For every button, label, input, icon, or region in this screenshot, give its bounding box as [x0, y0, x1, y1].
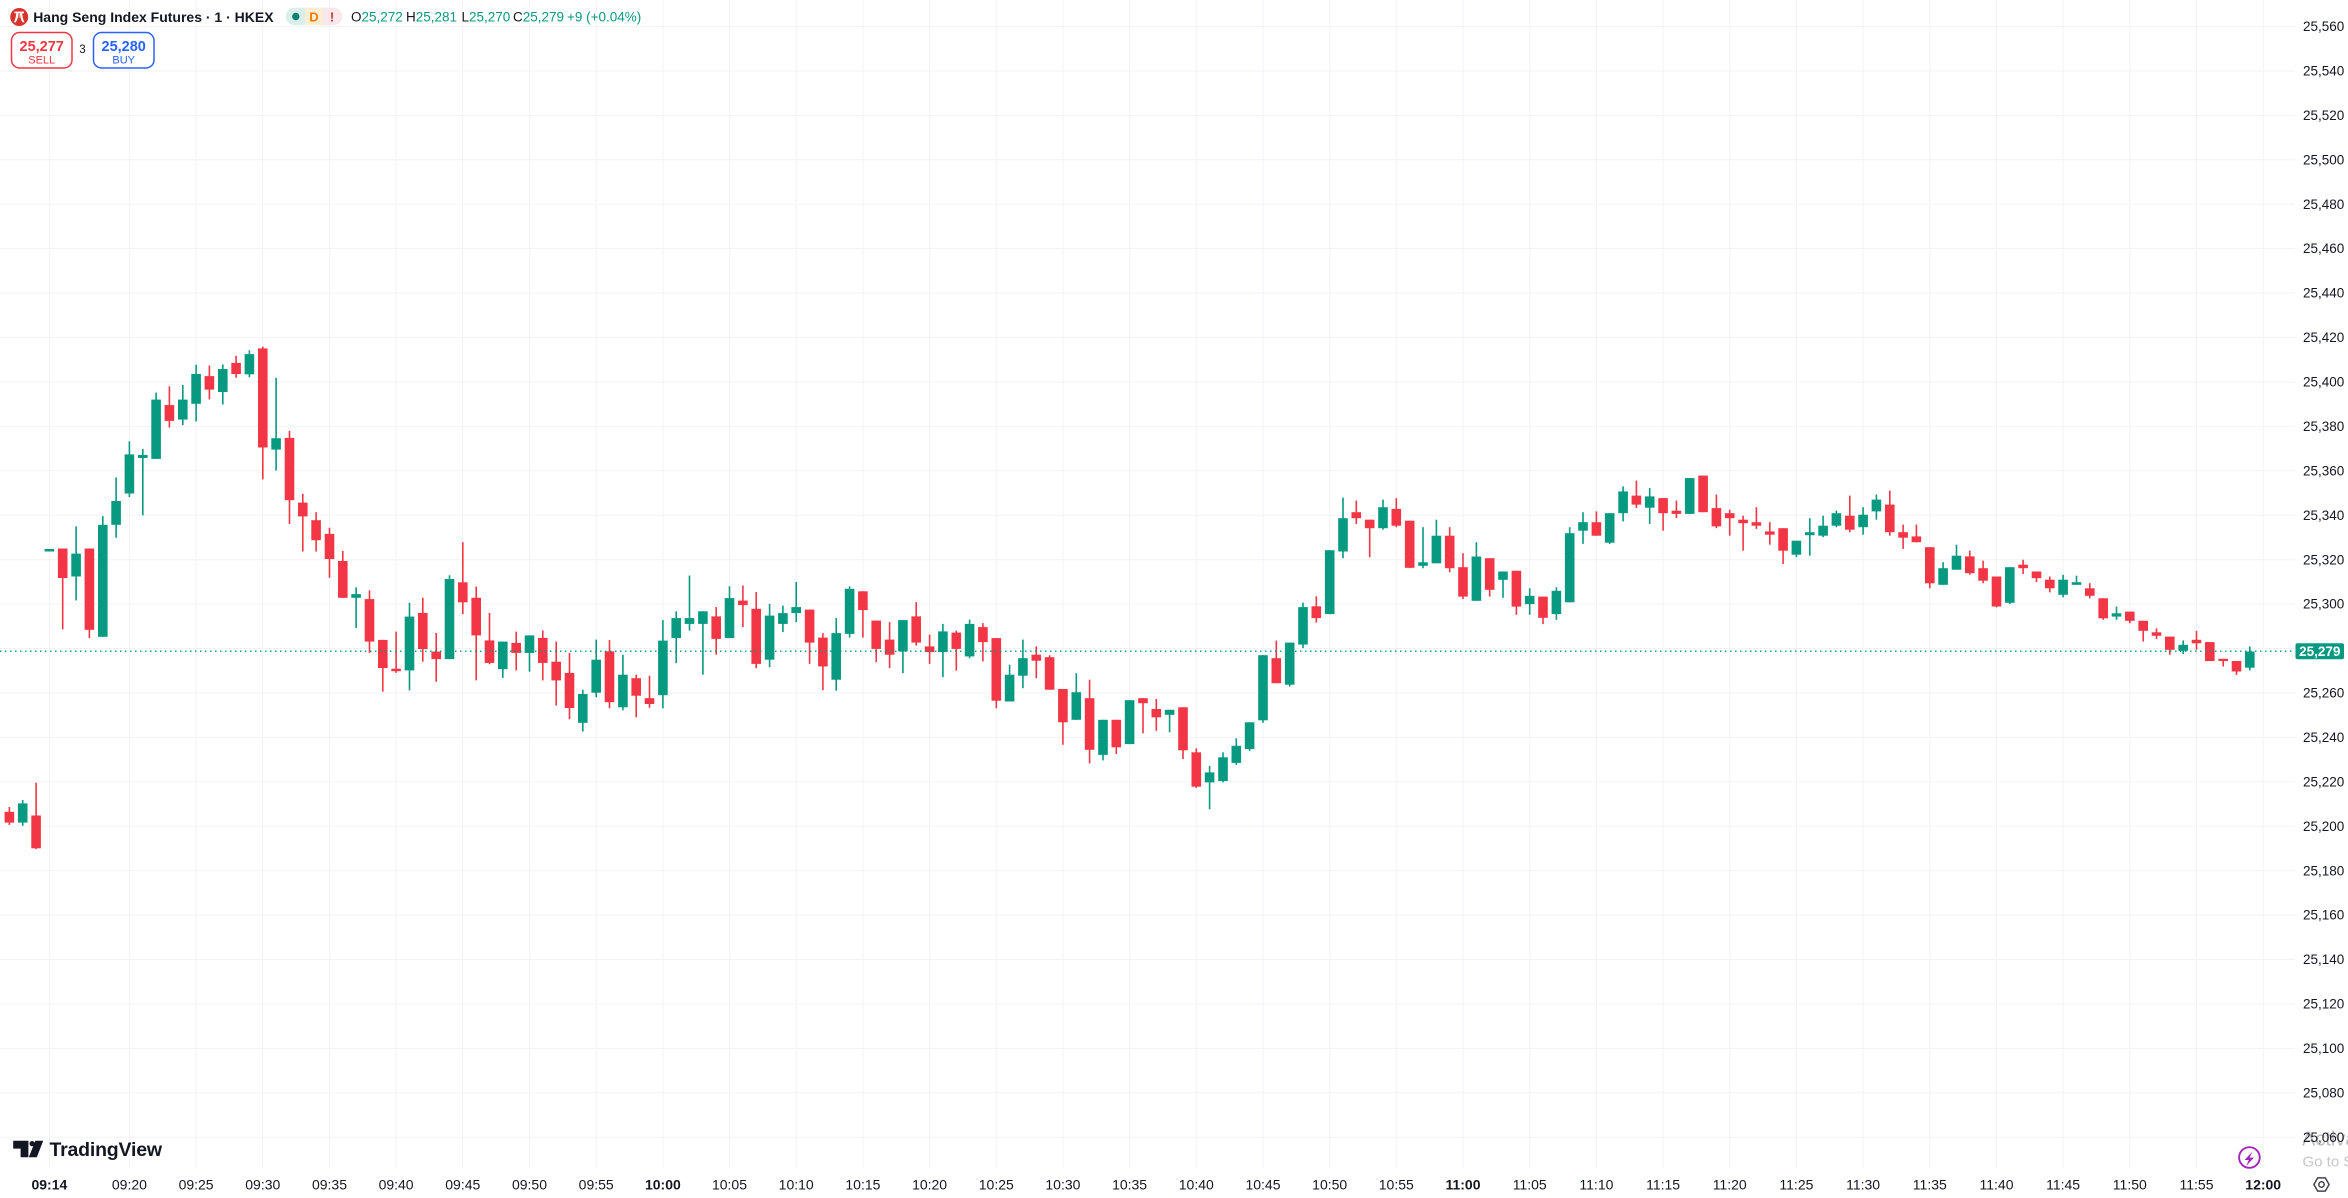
svg-text:09:50: 09:50 [512, 1177, 547, 1193]
svg-text:25,500: 25,500 [2303, 152, 2344, 167]
svg-text:C25,279: C25,279 [513, 10, 564, 25]
svg-text:25,540: 25,540 [2303, 64, 2344, 79]
svg-text:Hang Seng Index Futures · 1 ·: Hang Seng Index Futures · 1 · HKEX [33, 9, 274, 25]
svg-text:10:25: 10:25 [979, 1177, 1014, 1193]
svg-text:10:55: 10:55 [1379, 1177, 1414, 1193]
svg-text:10:20: 10:20 [912, 1177, 947, 1193]
svg-text:10:35: 10:35 [1112, 1177, 1147, 1193]
svg-text:3: 3 [79, 44, 85, 56]
svg-text:10:10: 10:10 [779, 1177, 814, 1193]
svg-text:25,360: 25,360 [2303, 463, 2344, 478]
svg-text:SELL: SELL [28, 55, 55, 67]
svg-text:25,280: 25,280 [102, 39, 146, 55]
svg-text:25,080: 25,080 [2303, 1085, 2344, 1100]
svg-text:25,100: 25,100 [2303, 1041, 2344, 1056]
svg-text:25,260: 25,260 [2303, 686, 2344, 701]
svg-text:25,140: 25,140 [2303, 952, 2344, 967]
svg-text:25,200: 25,200 [2303, 819, 2344, 834]
svg-text:H25,281: H25,281 [406, 10, 457, 25]
svg-text:09:20: 09:20 [112, 1177, 147, 1193]
svg-text:09:40: 09:40 [379, 1177, 414, 1193]
svg-text:25,340: 25,340 [2303, 508, 2344, 523]
svg-text:09:30: 09:30 [245, 1177, 280, 1193]
svg-text:25,380: 25,380 [2303, 419, 2344, 434]
svg-text:Go to Settings: Go to Settings [2303, 1154, 2348, 1171]
svg-text:25,560: 25,560 [2303, 19, 2344, 34]
svg-text:10:45: 10:45 [1245, 1177, 1280, 1193]
svg-text:O25,272: O25,272 [351, 10, 403, 25]
svg-text:09:25: 09:25 [179, 1177, 214, 1193]
svg-text:D: D [309, 9, 318, 24]
svg-text:25,480: 25,480 [2303, 197, 2344, 212]
svg-text:11:25: 11:25 [1779, 1177, 1813, 1193]
svg-text:10:50: 10:50 [1312, 1177, 1347, 1193]
svg-text:09:45: 09:45 [445, 1177, 480, 1193]
svg-text:11:55: 11:55 [2180, 1177, 2214, 1193]
svg-text:25,440: 25,440 [2303, 286, 2344, 301]
svg-text:09:14: 09:14 [31, 1177, 67, 1193]
svg-text:25,277: 25,277 [20, 39, 64, 55]
svg-text:11:50: 11:50 [2113, 1177, 2147, 1193]
svg-text:10:30: 10:30 [1045, 1177, 1080, 1193]
svg-text:25,060: 25,060 [2303, 1130, 2344, 1145]
svg-text:10:15: 10:15 [845, 1177, 880, 1193]
svg-text:TradingView: TradingView [50, 1139, 163, 1161]
svg-text:11:40: 11:40 [1980, 1177, 2014, 1193]
svg-text:25,520: 25,520 [2303, 108, 2344, 123]
svg-text:09:55: 09:55 [579, 1177, 614, 1193]
svg-text:25,240: 25,240 [2303, 730, 2344, 745]
svg-text:11:15: 11:15 [1646, 1177, 1680, 1193]
svg-text:25,460: 25,460 [2303, 241, 2344, 256]
svg-text:Activate Wind: Activate Wind [2302, 1129, 2348, 1151]
svg-text:25,180: 25,180 [2303, 863, 2344, 878]
svg-text:L25,270: L25,270 [462, 10, 511, 25]
svg-text:!: ! [330, 9, 334, 24]
svg-text:BUY: BUY [112, 55, 135, 67]
svg-text:11:20: 11:20 [1713, 1177, 1747, 1193]
svg-text:25,300: 25,300 [2303, 597, 2344, 612]
svg-text:11:00: 11:00 [1445, 1177, 1480, 1193]
svg-text:09:35: 09:35 [312, 1177, 347, 1193]
svg-text:25,120: 25,120 [2303, 997, 2344, 1012]
svg-text:25,220: 25,220 [2303, 774, 2344, 789]
svg-text:10:05: 10:05 [712, 1177, 747, 1193]
svg-text:11:35: 11:35 [1913, 1177, 1947, 1193]
svg-text:25,160: 25,160 [2303, 908, 2344, 923]
svg-text:+9 (+0.04%): +9 (+0.04%) [567, 10, 641, 25]
svg-text:10:40: 10:40 [1179, 1177, 1214, 1193]
svg-text:11:45: 11:45 [2046, 1177, 2080, 1193]
svg-text:11:30: 11:30 [1846, 1177, 1880, 1193]
svg-text:11:10: 11:10 [1579, 1177, 1613, 1193]
svg-text:12:00: 12:00 [2245, 1177, 2281, 1193]
svg-text:25,279: 25,279 [2299, 644, 2340, 659]
svg-text:10:00: 10:00 [645, 1177, 681, 1193]
svg-text:11:05: 11:05 [1513, 1177, 1547, 1193]
svg-text:25,420: 25,420 [2303, 330, 2344, 345]
svg-text:25,320: 25,320 [2303, 552, 2344, 567]
svg-text:25,400: 25,400 [2303, 375, 2344, 390]
